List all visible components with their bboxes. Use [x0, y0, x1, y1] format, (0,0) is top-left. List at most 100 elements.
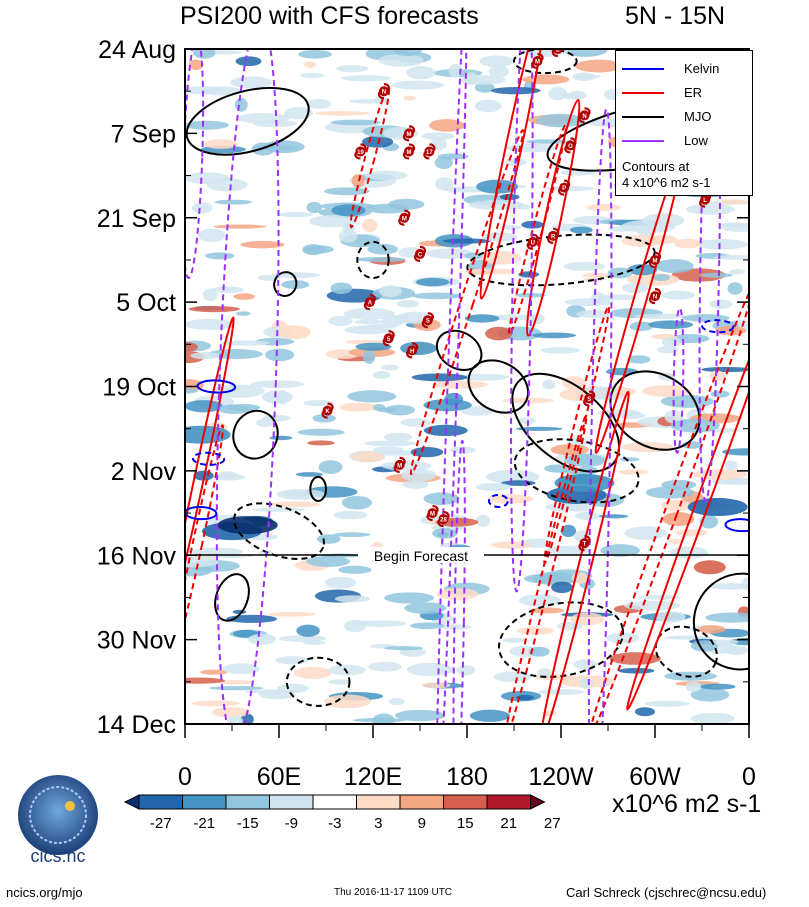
anomaly-patch	[708, 639, 739, 645]
y-tick-label: 16 Nov	[97, 542, 177, 570]
anomaly-patch	[226, 715, 244, 724]
anomaly-patch	[362, 350, 376, 364]
anomaly-patch	[536, 113, 585, 128]
storm-core	[322, 405, 333, 416]
anomaly-patch	[516, 626, 555, 635]
colorbar-low-arrow	[123, 794, 140, 810]
anomaly-patch	[475, 482, 512, 491]
colorbar-swatch	[443, 794, 488, 810]
storm-marker: A	[363, 294, 376, 311]
anomaly-patch	[621, 282, 649, 294]
er-contour	[503, 414, 588, 724]
storm-core	[527, 236, 538, 247]
anomaly-patch	[606, 632, 640, 644]
low-swatch	[622, 140, 664, 142]
storm-id: M	[653, 258, 658, 264]
anomaly-patch	[645, 486, 695, 499]
anomaly-patch	[423, 399, 472, 412]
anomaly-patch	[548, 86, 567, 101]
anomaly-patch	[252, 507, 306, 512]
anomaly-patch	[213, 224, 267, 229]
storm-core	[383, 333, 394, 344]
legend-item-low: Low	[622, 133, 748, 149]
storm-marker: P	[558, 179, 571, 196]
anomaly-patch	[540, 346, 580, 354]
anomaly-patch	[234, 97, 248, 112]
y-tick-label: 5 Oct	[116, 289, 176, 317]
anomaly-patch	[664, 410, 683, 424]
legend-item-er: ER	[622, 85, 748, 101]
colorbar-swatch	[486, 794, 531, 810]
mjo-contour	[435, 329, 483, 371]
anomaly-patch	[365, 203, 410, 214]
colorbar-swatch	[182, 794, 227, 810]
er-contour	[409, 129, 525, 476]
storm-id: 19	[357, 150, 364, 156]
anomaly-patch	[400, 418, 431, 427]
anomaly-patch	[655, 611, 686, 623]
anomaly-patch	[278, 211, 314, 218]
anomaly-patch	[185, 86, 224, 95]
anomaly-patch	[378, 53, 424, 67]
anomaly-patch	[474, 82, 495, 93]
x-tick-label: 0	[742, 763, 756, 791]
anomaly-patch	[661, 290, 695, 300]
contour-note-line2: 4 x10^6 m2 s-1	[622, 175, 711, 190]
anomaly-patch	[542, 379, 556, 390]
anomaly-patch	[324, 187, 370, 196]
storm-id: N	[653, 295, 657, 301]
mjo-contour	[273, 271, 298, 297]
anomaly-patch	[240, 240, 285, 249]
anomaly-patch	[362, 218, 378, 233]
anomaly-patch	[551, 581, 573, 594]
footer-url[interactable]: ncics.org/mjo	[6, 885, 83, 900]
anomaly-patch	[586, 203, 621, 212]
x-axis: 0 60E 120E 180 120W 60W 0	[178, 724, 756, 791]
anomaly-patch	[609, 652, 661, 665]
storm-marker: M	[398, 209, 411, 226]
anomaly-patch	[481, 232, 518, 242]
y-tick-label: 2 Nov	[111, 458, 177, 486]
storm-id: M	[430, 512, 435, 518]
mjo-contour	[513, 49, 578, 75]
anomaly-patch	[218, 680, 254, 685]
storm-marker: 5	[382, 330, 395, 347]
storm-core	[399, 212, 410, 223]
anomaly-patch	[265, 348, 295, 362]
anomaly-patch	[372, 370, 391, 379]
anomaly-patch	[296, 624, 320, 637]
mjo-contour	[466, 233, 656, 287]
storm-id: U	[531, 240, 535, 246]
storm-marker: C	[413, 245, 427, 263]
colorbar: -27 -21 -15 -9 -3 3 9 15 21 27	[123, 794, 561, 832]
anomaly-patch	[343, 307, 395, 320]
colorbar-label: -21	[193, 815, 215, 832]
anomaly-patch	[328, 315, 353, 327]
storm-id: N	[382, 90, 386, 96]
y-axis: 24 Aug 7 Sep 21 Sep 5 Oct 19 Oct 2 Nov 16 Nov 3…	[97, 36, 749, 739]
anomaly-patch	[294, 666, 332, 679]
anomaly-patch	[488, 65, 509, 78]
storm-id: R	[551, 234, 556, 240]
anomaly-patch	[705, 612, 749, 623]
anomaly-patch	[302, 640, 326, 645]
anomaly-core	[278, 325, 311, 340]
storm-core	[422, 315, 433, 326]
anomaly-patch	[464, 314, 500, 323]
anomaly-patch	[648, 320, 693, 330]
y-tick-label: 30 Nov	[97, 627, 177, 655]
er-contour	[479, 49, 549, 300]
mjo-contour	[285, 656, 351, 707]
footer-author[interactable]: Carl Schreck (cjschrec@ncsu.edu)	[566, 885, 767, 900]
storm-id: N	[582, 114, 586, 120]
anomaly-patch	[396, 300, 420, 308]
anomaly-patch	[388, 697, 405, 706]
wave-contours	[185, 49, 749, 724]
anomaly-patch	[515, 694, 534, 701]
anomaly-patch	[406, 662, 454, 677]
anomaly-patch	[275, 390, 290, 405]
anomaly-patch	[685, 203, 735, 215]
storm-id: M	[407, 132, 412, 138]
legend-label-mjo: MJO	[684, 109, 712, 124]
